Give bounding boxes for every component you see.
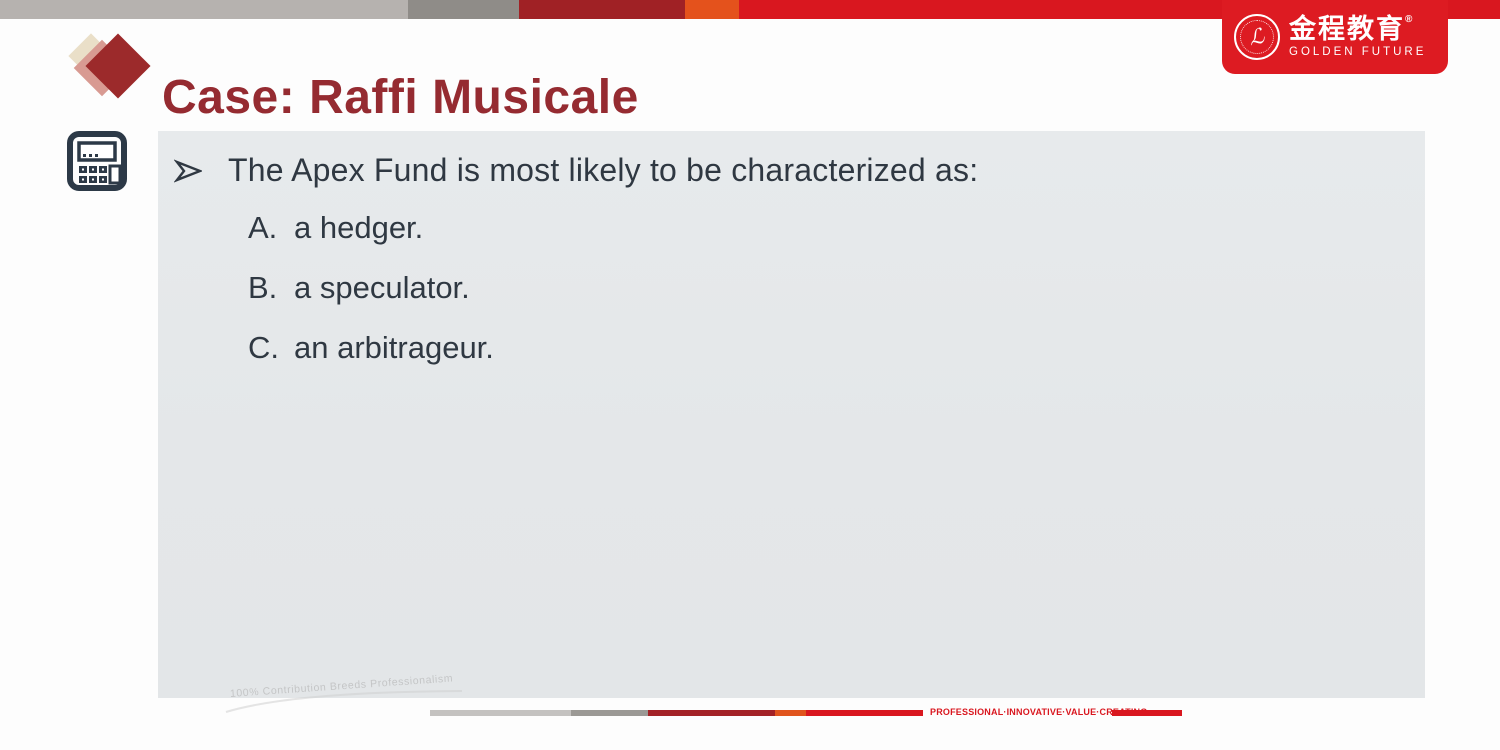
bottom-bar-segment-orange <box>775 710 806 716</box>
bottom-bar-segment-light-gray <box>430 710 571 716</box>
footer-slogan: PROFESSIONAL·INNOVATIVE·VALUE·CREATING <box>930 707 1148 717</box>
brand-seal-icon: ℒ <box>1234 14 1280 60</box>
option-letter: B. <box>248 270 278 305</box>
bottom-accent-bar <box>430 710 923 716</box>
answer-option-b: B. a speculator. <box>248 269 470 307</box>
brand-name-english: GOLDEN FUTURE <box>1289 46 1427 58</box>
option-letter: A. <box>248 210 278 245</box>
brand-logo-text: 金程教育® GOLDEN FUTURE <box>1289 15 1426 59</box>
top-bar-segment-medium-gray <box>408 0 519 19</box>
bottom-bar-segment-dark-red <box>648 710 775 716</box>
bottom-bar-tail-red <box>1112 710 1182 716</box>
top-bar-segment-dark-red <box>519 0 685 19</box>
page-title: Case: Raffi Musicale <box>162 71 639 125</box>
brand-seal-inner-ring: ℒ <box>1240 20 1274 54</box>
answer-option-c: C. an arbitrageur. <box>248 329 494 367</box>
question-line: The Apex Fund is most likely to be chara… <box>174 151 978 189</box>
answer-option-a: A. a hedger. <box>248 209 423 247</box>
top-bar-segment-light-gray <box>0 0 408 19</box>
arrow-bullet-icon <box>174 159 202 183</box>
registered-mark: ® <box>1405 14 1415 25</box>
calculator-icon <box>67 131 127 191</box>
option-text: an arbitrageur. <box>294 330 494 365</box>
option-text: a speculator. <box>294 270 470 305</box>
question-panel: The Apex Fund is most likely to be chara… <box>158 131 1425 698</box>
bottom-bar-segment-red <box>806 710 923 716</box>
bottom-bar-segment-medium-gray <box>571 710 648 716</box>
option-text: a hedger. <box>294 210 424 245</box>
brand-seal-glyph: ℒ <box>1247 23 1267 50</box>
option-letter: C. <box>248 330 279 365</box>
top-bar-segment-orange <box>685 0 739 19</box>
brand-name-chinese: 金程教育® <box>1289 14 1415 44</box>
brand-logo: ℒ 金程教育® GOLDEN FUTURE <box>1222 0 1448 74</box>
question-text: The Apex Fund is most likely to be chara… <box>228 152 979 188</box>
